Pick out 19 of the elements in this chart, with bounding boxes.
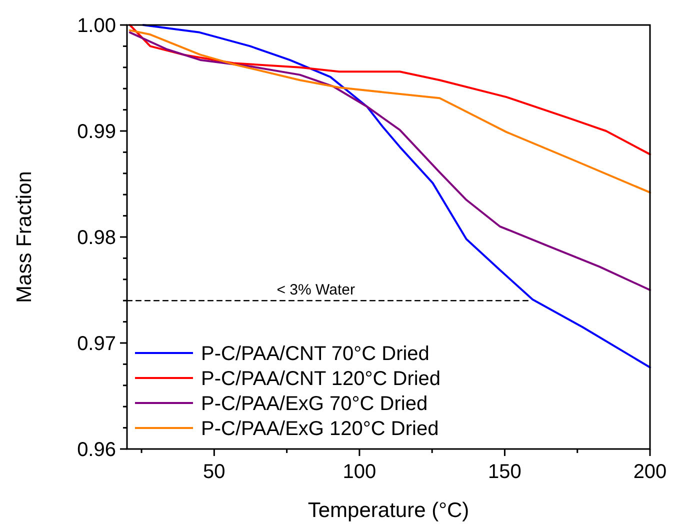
x-tick-label: 150 <box>488 461 522 483</box>
line-series <box>142 24 651 368</box>
x-tick-label: 100 <box>342 461 376 483</box>
x-axis-title: Temperature (°C) <box>308 499 470 522</box>
annotation: < 3% Water <box>276 282 355 299</box>
line-series <box>128 24 651 156</box>
legend-label: P-C/PAA/CNT 120°C Dried <box>201 368 441 390</box>
y-tick-label: 1.00 <box>77 15 116 37</box>
x-tick-label: 50 <box>203 461 226 483</box>
x-tick-label: 200 <box>633 461 667 483</box>
line-series <box>128 29 651 194</box>
legend-label: P-C/PAA/ExG 70°C Dried <box>201 393 428 415</box>
legend-label: P-C/PAA/ExG 120°C Dried <box>201 418 439 440</box>
y-tick-label: 0.98 <box>77 227 116 249</box>
y-tick-label: 0.99 <box>77 121 116 143</box>
y-axis-title: Mass Fraction <box>13 171 36 303</box>
y-tick-label: 0.96 <box>77 439 116 461</box>
legend-label: P-C/PAA/CNT 70°C Dried <box>201 343 430 365</box>
y-tick-label: 0.97 <box>77 333 116 355</box>
